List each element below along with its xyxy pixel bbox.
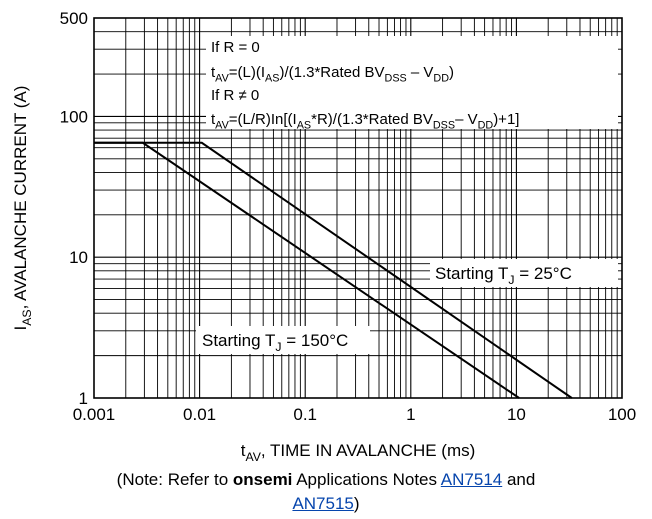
formula-line-4: tAV​=(L/R)In[(IAS​*R)/(1.3*Rated BVDSS​–… xyxy=(211,111,519,132)
annotations: Starting TJ​ = 25°C Starting TJ​ = 150°C I… xyxy=(202,39,572,354)
label-starting-tj-25c: Starting TJ​ = 25°C xyxy=(435,264,572,287)
x-axis-label: tAV​, TIME IN AVALANCHE (ms) xyxy=(241,441,476,464)
y-tick-label: 1 xyxy=(79,389,88,408)
y-tick-label: 100 xyxy=(60,107,88,126)
formula-box xyxy=(206,36,618,129)
note-brand: onsemi xyxy=(232,470,293,489)
x-tick-label: 100 xyxy=(608,405,636,424)
note-prefix: (Note: Refer to xyxy=(116,470,233,489)
y-tick-label: 500 xyxy=(60,9,88,28)
tick-labels: 0.001 0.01 0.1 1 10 100 1 10 100 500 xyxy=(60,9,637,424)
annotation-backgrounds xyxy=(196,36,618,354)
x-tick-label: 1 xyxy=(406,405,415,424)
x-tick-label: 10 xyxy=(507,405,526,424)
y-tick-label: 10 xyxy=(69,248,88,267)
an7515-link[interactable]: AN7515 xyxy=(292,494,354,513)
series-line-150c xyxy=(94,141,520,399)
note-middle: Applications Notes xyxy=(292,470,441,489)
note-line-2: AN7515) xyxy=(0,492,652,516)
label-150c-box xyxy=(196,326,370,354)
an7514-link[interactable]: AN7514 xyxy=(440,470,503,489)
note-and: and xyxy=(502,470,536,489)
formula-line-2: tAV​=(L)(IAS​)/(1.3*Rated BVDSS​ – VDD​) xyxy=(211,64,454,85)
formula-line-3: If R ≠ 0 xyxy=(211,87,259,104)
axis-labels: tAV​, TIME IN AVALANCHE (ms) IAS​, AVALAN… xyxy=(11,86,475,465)
y-axis-label: IAS​, AVALANCHE CURRENT (A) xyxy=(11,86,34,331)
x-tick-label: 0.1 xyxy=(293,405,317,424)
formula-line-1: If R = 0 xyxy=(211,39,260,56)
note-suffix: ) xyxy=(353,494,360,513)
note-line-1: (Note: Refer to onsemi Applications Note… xyxy=(0,468,652,492)
x-tick-label: 0.01 xyxy=(183,405,216,424)
x-tick-label: 0.001 xyxy=(73,405,116,424)
plot-frame xyxy=(93,17,623,399)
label-starting-tj-150c: Starting TJ​ = 150°C xyxy=(202,331,348,354)
series-lines xyxy=(94,141,573,399)
label-25c-box xyxy=(430,259,618,287)
